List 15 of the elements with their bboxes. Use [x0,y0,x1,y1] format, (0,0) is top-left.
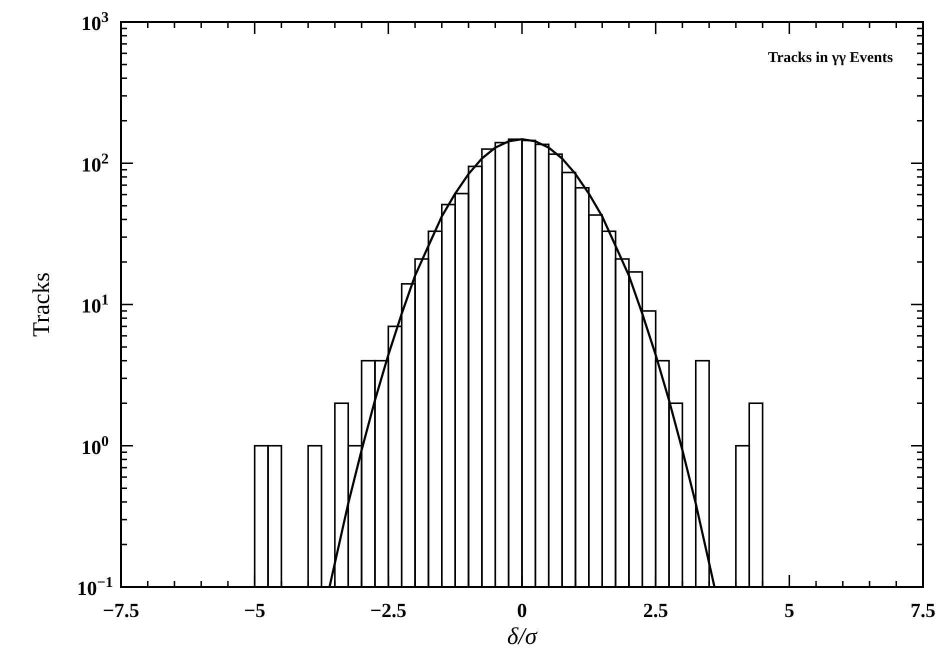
y-tick-label: 10$^{3}$ [81,10,109,35]
y-tick-label: 10$^{0}$ [81,434,109,459]
x-tick-label: −2.5 [370,600,407,622]
text: Tracks in γγ Events [768,50,894,66]
x-axis-title: δ/σ [507,624,538,650]
x-tick-label: −5 [244,600,266,622]
x-tick-label: 0 [517,600,527,622]
y-axis-title: Tracks [29,272,55,337]
x-tick-label: −7.5 [102,600,140,622]
x-tick-label: 7.5 [910,600,936,622]
y-tick-label: 10$^{1}$ [81,292,109,318]
x-tick-label: 5 [784,600,794,622]
y-tick-label: 10$^{2}$ [81,151,109,176]
y-tick-label: 10$^{−1}$ [76,575,114,600]
x-tick-label: 2.5 [643,600,668,622]
